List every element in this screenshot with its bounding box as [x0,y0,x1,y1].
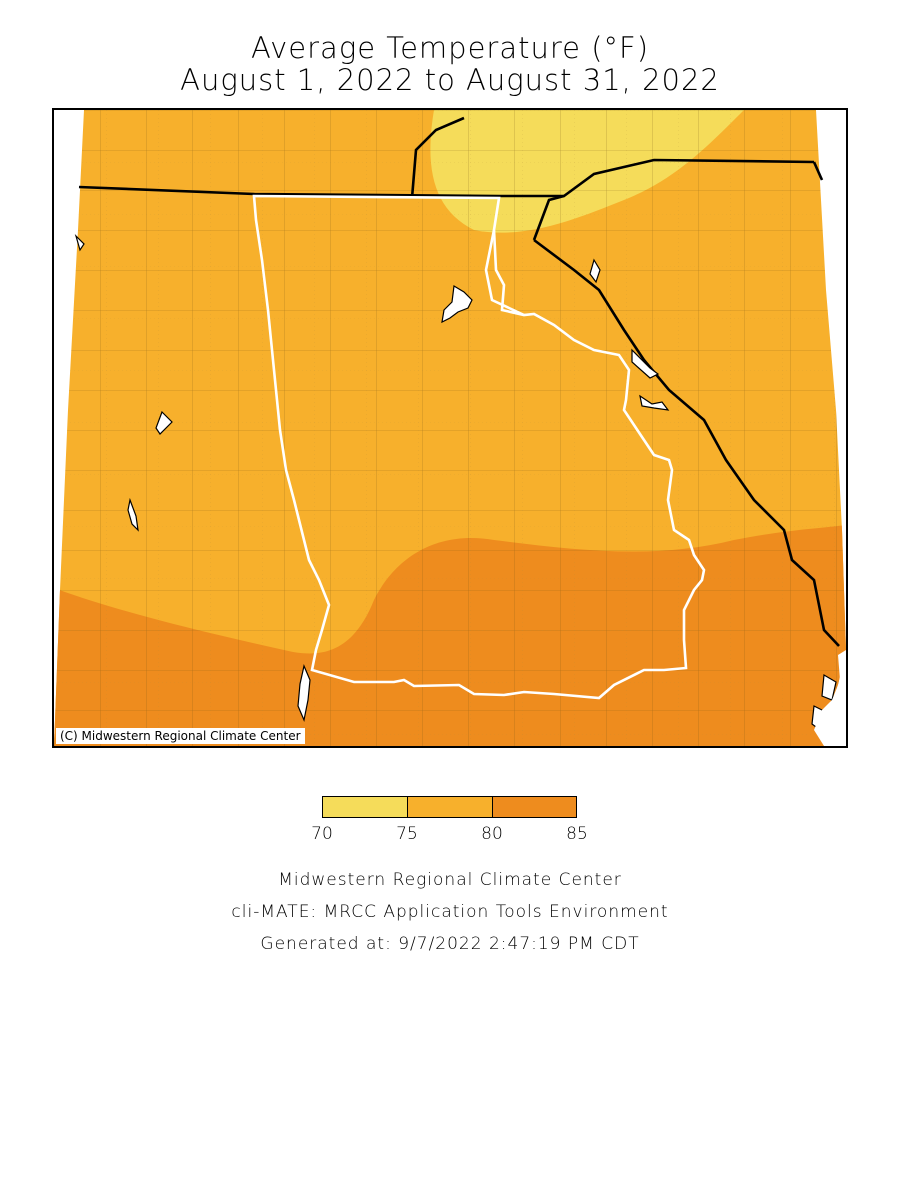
map-canvas [54,110,846,746]
legend-tick-85: 85 [566,824,588,844]
map-title: Average Temperature (°F) [250,31,650,65]
water-features [74,233,837,731]
legend-tick-75: 75 [396,824,418,844]
atlantic-ocean [814,650,846,746]
legend-box-80-85 [492,796,577,818]
footer-organization: Midwestern Regional Climate Center [278,870,622,890]
footer-application: cli-MATE: MRCC Application Tools Environ… [231,902,669,922]
neighbor-state-borders [78,116,840,647]
state-borders-highlight [252,194,706,700]
map-credit: (C) Midwestern Regional Climate Center [56,728,305,744]
georgia-alabama-line [484,229,525,317]
alabama-border [252,194,706,700]
legend-colorbar [322,796,577,818]
legend-box-75-80 [407,796,493,818]
legend-box-70-75 [322,796,408,818]
footer-generated-time: Generated at: 9/7/2022 2:47:19 PM CDT [260,934,640,954]
legend-tick-70: 70 [311,824,333,844]
land-area [54,110,846,746]
temperature-map: (C) Midwestern Regional Climate Center [52,108,848,748]
map-date-range: August 1, 2022 to August 31, 2022 [180,63,720,97]
legend-tick-80: 80 [481,824,503,844]
